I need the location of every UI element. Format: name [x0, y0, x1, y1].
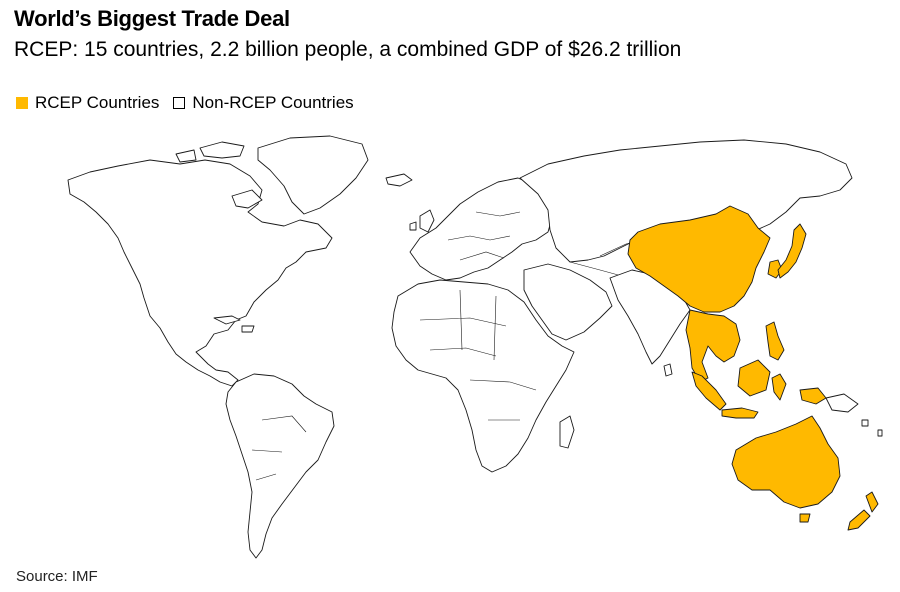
greenland	[257, 135, 369, 215]
pacific-islands	[861, 419, 883, 437]
source-note: Source: IMF	[16, 568, 98, 585]
papua-new-guinea	[825, 393, 859, 413]
iceland	[385, 173, 413, 187]
rcep-tasmania	[799, 513, 811, 523]
legend-item-rcep: RCEP Countries	[16, 93, 159, 113]
rcep-southeast-asia	[685, 309, 741, 383]
chart-subtitle: RCEP: 15 countries, 2.2 billion people, …	[14, 38, 682, 61]
rcep-new-zealand	[847, 491, 879, 531]
europe	[409, 177, 553, 281]
legend-swatch-rcep	[16, 97, 28, 109]
rcep-china	[627, 205, 771, 313]
rcep-japan	[777, 223, 807, 279]
rcep-indonesia-sumatra	[691, 371, 727, 411]
south-america	[225, 373, 335, 559]
rcep-java	[721, 407, 759, 419]
legend-label-rcep: RCEP Countries	[35, 93, 160, 112]
rcep-philippines	[765, 321, 785, 361]
rcep-new-guinea-west	[799, 387, 827, 405]
legend: RCEP Countries Non-RCEP Countries	[16, 93, 368, 113]
chart-title: World’s Biggest Trade Deal	[14, 6, 290, 31]
middle-east	[523, 263, 613, 341]
uk-ireland	[409, 209, 435, 233]
rcep-sulawesi	[771, 373, 787, 401]
sri-lanka	[663, 363, 673, 377]
caribbean-islands	[213, 315, 255, 333]
madagascar	[559, 415, 575, 449]
legend-item-non-rcep: Non-RCEP Countries	[173, 93, 354, 113]
africa	[391, 279, 575, 473]
world-map	[67, 135, 883, 559]
legend-label-non-rcep: Non-RCEP Countries	[192, 93, 354, 112]
north-america	[67, 159, 333, 387]
arctic-islands	[175, 141, 263, 209]
rcep-borneo	[737, 359, 771, 397]
rcep-australia	[731, 415, 841, 509]
russia-central-asia	[519, 139, 853, 263]
legend-swatch-non-rcep	[173, 97, 186, 109]
